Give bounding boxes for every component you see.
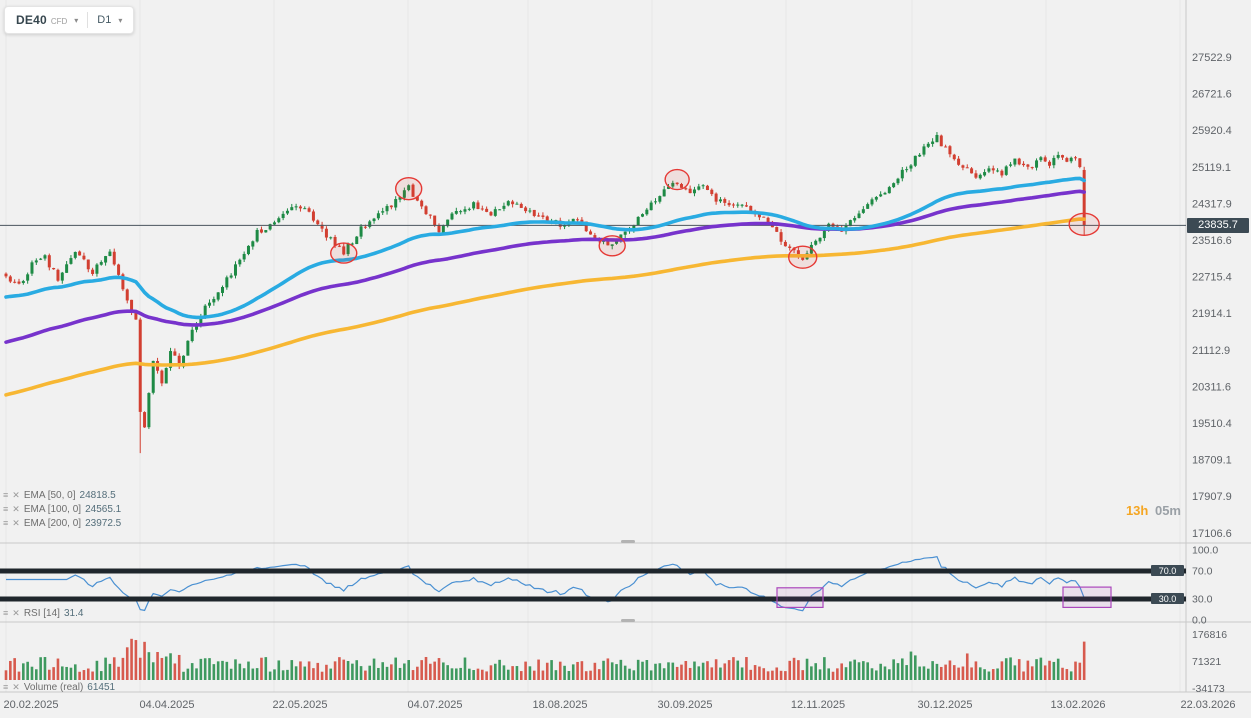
svg-text:18.08.2025: 18.08.2025 <box>532 699 587 711</box>
svg-text:04.04.2025: 04.04.2025 <box>139 699 194 711</box>
svg-text:25920.4: 25920.4 <box>1192 125 1232 137</box>
rsi-level-badge-70: 70.0 <box>1151 565 1184 576</box>
countdown-minutes: 05m <box>1154 503 1181 518</box>
pane-resize-grip <box>621 540 635 543</box>
ema100-legend-value: 24565.1 <box>85 503 122 515</box>
symbol-selector[interactable]: DE40 CFD ▾ <box>7 7 87 33</box>
svg-text:21914.1: 21914.1 <box>1192 308 1232 320</box>
volume-legend-value: 61451 <box>87 681 116 693</box>
ema100-legend-label: EMA [100, 0] <box>23 503 82 515</box>
svg-text:0.0: 0.0 <box>1192 615 1207 627</box>
ema200-legend-value: 23972.5 <box>85 517 122 529</box>
svg-text:19510.4: 19510.4 <box>1192 418 1232 430</box>
svg-text:176816: 176816 <box>1192 629 1227 641</box>
ellipse-annotation <box>664 168 690 191</box>
time-axis-labels[interactable]: 20.02.2025 04.04.2025 22.05.2025 04.07.2025… <box>3 699 1235 711</box>
ema100-line[interactable] <box>4 189 1086 344</box>
svg-text:30.09.2025: 30.09.2025 <box>657 699 712 711</box>
instrument-type-label: CFD <box>50 17 68 26</box>
ellipse-annotation <box>1068 212 1100 237</box>
ellipse-annotation <box>598 235 626 257</box>
svg-text:70.0: 70.0 <box>1192 566 1213 578</box>
indicator-remove-icon[interactable]: ✕ <box>12 682 20 692</box>
svg-text:22.03.2026: 22.03.2026 <box>1180 699 1235 711</box>
ema200-line[interactable] <box>4 217 1086 397</box>
svg-text:13.02.2026: 13.02.2026 <box>1050 699 1105 711</box>
rsi-axis-labels[interactable]: 100.0 70.0 30.0 0.0 <box>1192 545 1218 627</box>
indicator-remove-icon[interactable]: ✕ <box>12 490 20 500</box>
drawing-annotations[interactable] <box>330 168 1112 608</box>
timeframe-selector[interactable]: D1 ▾ <box>88 7 131 33</box>
indicator-settings-icon[interactable]: ≡ <box>3 682 9 692</box>
svg-text:26721.6: 26721.6 <box>1192 89 1232 101</box>
svg-text:27522.9: 27522.9 <box>1192 52 1232 64</box>
rsi-level-badge-30: 30.0 <box>1151 593 1184 604</box>
ema200-legend-label: EMA [200, 0] <box>23 517 82 529</box>
price-axis-labels[interactable]: 27522.9 26721.6 25920.4 25119.1 24317.9 23516… <box>1192 52 1232 540</box>
rsi-line <box>6 556 1085 612</box>
gridlines <box>5 0 1181 692</box>
ema100-legend: ≡ ✕ EMA [100, 0] 24565.1 <box>3 503 121 515</box>
indicator-remove-icon[interactable]: ✕ <box>12 608 20 618</box>
candlestick-series <box>4 132 1086 454</box>
volume-series <box>4 638 1086 680</box>
indicator-settings-icon[interactable]: ≡ <box>3 504 9 514</box>
svg-text:20311.6: 20311.6 <box>1192 381 1231 393</box>
svg-text:23516.6: 23516.6 <box>1192 235 1232 247</box>
pane-dividers[interactable] <box>0 0 1251 693</box>
rect-annotation <box>1062 586 1112 608</box>
svg-text:18709.1: 18709.1 <box>1192 455 1232 467</box>
symbol-name: DE40 <box>16 13 47 27</box>
ema50-legend-value: 24818.5 <box>79 489 116 501</box>
svg-text:22715.4: 22715.4 <box>1192 272 1232 284</box>
svg-text:30.12.2025: 30.12.2025 <box>917 699 972 711</box>
ellipse-annotation <box>788 245 818 269</box>
svg-text:71321: 71321 <box>1192 656 1221 668</box>
indicator-remove-icon[interactable]: ✕ <box>12 518 20 528</box>
chevron-down-icon: ▾ <box>118 15 123 25</box>
ema50-legend: ≡ ✕ EMA [50, 0] 24818.5 <box>3 489 116 501</box>
svg-text:04.07.2025: 04.07.2025 <box>407 699 462 711</box>
svg-text:22.05.2025: 22.05.2025 <box>272 699 327 711</box>
svg-text:12.11.2025: 12.11.2025 <box>791 699 845 711</box>
ema50-line[interactable] <box>4 176 1086 320</box>
volume-legend: ≡ ✕ Volume (real) 61451 <box>3 681 115 693</box>
svg-text:24317.9: 24317.9 <box>1192 198 1232 210</box>
svg-text:25119.1: 25119.1 <box>1192 162 1231 174</box>
candle-countdown: 13h 05m <box>1123 503 1181 518</box>
indicator-settings-icon[interactable]: ≡ <box>3 490 9 500</box>
volume-legend-label: Volume (real) <box>23 681 84 693</box>
svg-text:17106.6: 17106.6 <box>1192 528 1232 540</box>
timeframe-label: D1 <box>97 14 112 26</box>
svg-text:-34173: -34173 <box>1192 683 1225 695</box>
rsi-legend-label: RSI [14] <box>23 607 60 619</box>
ema200-legend: ≡ ✕ EMA [200, 0] 23972.5 <box>3 517 121 529</box>
svg-text:20.02.2025: 20.02.2025 <box>3 699 58 711</box>
rect-annotation <box>776 587 824 608</box>
indicator-remove-icon[interactable]: ✕ <box>12 504 20 514</box>
volume-axis-labels[interactable]: 176816 71321 -34173 <box>1192 629 1227 695</box>
svg-text:30.0: 30.0 <box>1192 594 1213 606</box>
rsi-legend: ≡ ✕ RSI [14] 31.4 <box>3 607 83 619</box>
chevron-down-icon: ▾ <box>74 15 79 25</box>
svg-text:21112.9: 21112.9 <box>1192 345 1230 357</box>
indicator-settings-icon[interactable]: ≡ <box>3 608 9 618</box>
indicator-settings-icon[interactable]: ≡ <box>3 518 9 528</box>
ema50-legend-label: EMA [50, 0] <box>23 489 76 501</box>
ellipse-annotation <box>330 242 358 264</box>
pane-resize-grip <box>621 619 635 622</box>
countdown-hours: 13h <box>1125 503 1149 518</box>
rsi-legend-value: 31.4 <box>63 607 84 619</box>
instrument-toolbar: DE40 CFD ▾ D1 ▾ <box>4 6 135 34</box>
svg-text:17907.9: 17907.9 <box>1192 491 1232 503</box>
svg-text:100.0: 100.0 <box>1192 545 1218 557</box>
ellipse-annotation <box>394 176 423 201</box>
toolbar-divider <box>87 12 89 28</box>
current-price-badge: 23835.7 <box>1187 217 1249 233</box>
